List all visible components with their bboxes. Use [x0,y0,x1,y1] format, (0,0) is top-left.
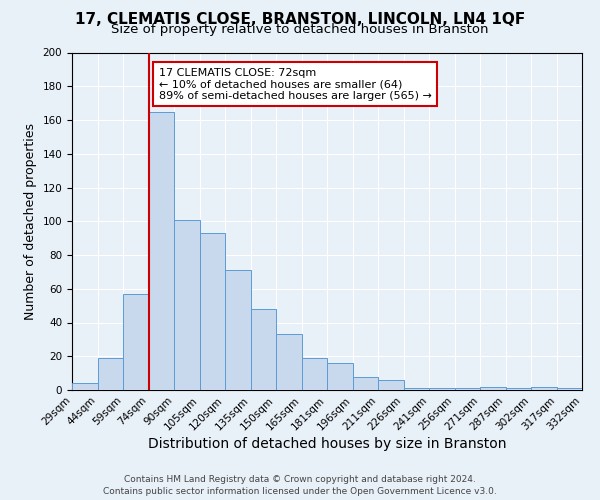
Bar [276,334,302,390]
Bar [302,358,327,390]
Bar [199,233,225,390]
X-axis label: Distribution of detached houses by size in Branston: Distribution of detached houses by size … [148,438,506,452]
Bar [72,383,97,390]
Bar [557,388,582,390]
Y-axis label: Number of detached properties: Number of detached properties [24,122,37,320]
Bar [429,388,455,390]
Text: 17 CLEMATIS CLOSE: 72sqm
← 10% of detached houses are smaller (64)
89% of semi-d: 17 CLEMATIS CLOSE: 72sqm ← 10% of detach… [158,68,431,101]
Bar [455,388,480,390]
Bar [174,220,199,390]
Bar [353,376,378,390]
Bar [505,388,531,390]
Text: 17, CLEMATIS CLOSE, BRANSTON, LINCOLN, LN4 1QF: 17, CLEMATIS CLOSE, BRANSTON, LINCOLN, L… [75,12,525,28]
Bar [97,358,123,390]
Bar [225,270,251,390]
Bar [327,363,353,390]
Bar [123,294,149,390]
Bar [531,386,557,390]
Bar [404,388,429,390]
Bar [251,309,276,390]
Text: Size of property relative to detached houses in Branston: Size of property relative to detached ho… [111,22,489,36]
Text: Contains HM Land Registry data © Crown copyright and database right 2024.
Contai: Contains HM Land Registry data © Crown c… [103,474,497,496]
Bar [480,386,505,390]
Bar [378,380,404,390]
Bar [149,112,174,390]
